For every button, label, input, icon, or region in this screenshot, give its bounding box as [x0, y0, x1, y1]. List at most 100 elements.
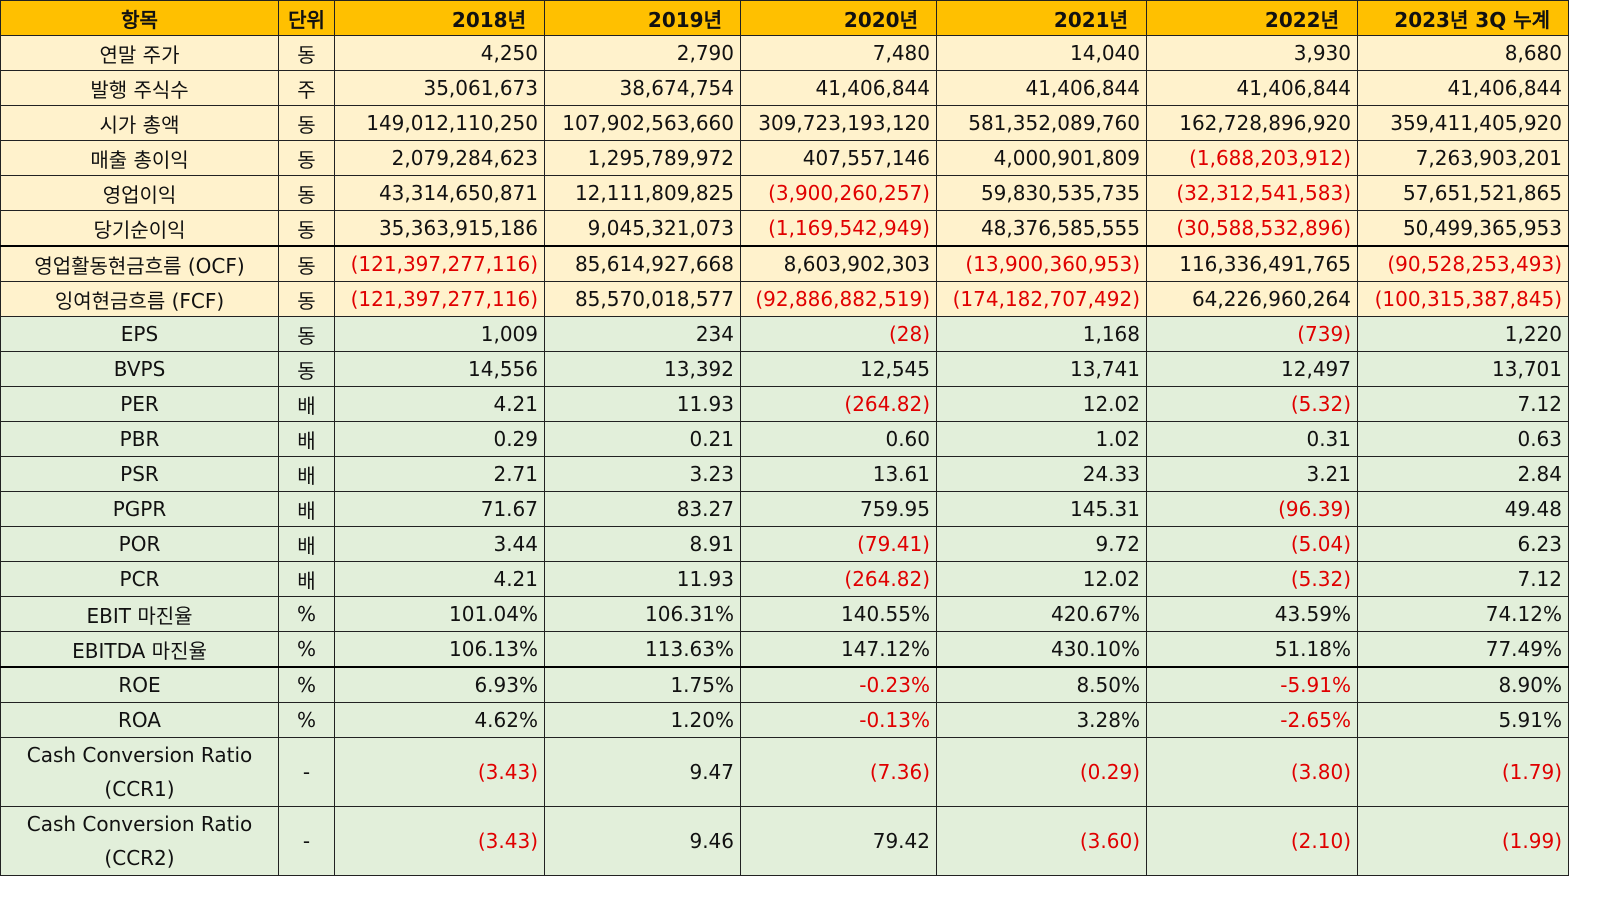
value-cell: 2.71	[334, 456, 545, 492]
table-row: BVPS 동 14,556 13,392 12,545 13,741 12,497 13,70…	[0, 351, 1569, 387]
row-label: Cash Conversion Ratio (CCR2)	[0, 806, 279, 876]
value-cell: 13,741	[936, 351, 1147, 387]
row-unit: -	[278, 806, 335, 876]
row-label: EBITDA 마진율	[0, 631, 279, 668]
value-cell: 14,040	[936, 35, 1147, 71]
value-cell: 145.31	[936, 491, 1147, 527]
header-year: 2019년	[544, 0, 741, 36]
row-unit: 동	[278, 140, 335, 176]
table-row: 영업이익 동 43,314,650,871 12,111,809,825 (3,900,…	[0, 175, 1569, 211]
value-cell: 8,603,902,303	[740, 245, 937, 282]
row-label: 발행 주식수	[0, 70, 279, 106]
value-cell: 101.04%	[334, 596, 545, 632]
row-label: 연말 주가	[0, 35, 279, 71]
value-cell: 1.20%	[544, 702, 741, 738]
value-cell: 4.62%	[334, 702, 545, 738]
value-cell: 420.67%	[936, 596, 1147, 632]
header-year: 2021년	[936, 0, 1147, 36]
row-label: PBR	[0, 421, 279, 457]
value-cell: (0.29)	[936, 737, 1147, 807]
value-cell: 8.90%	[1357, 666, 1569, 703]
value-cell: (1.79)	[1357, 737, 1569, 807]
value-cell: (90,528,253,493)	[1357, 245, 1569, 282]
value-cell: 12,111,809,825	[544, 175, 741, 211]
value-cell: 430.10%	[936, 631, 1147, 668]
value-cell: 309,723,193,120	[740, 105, 937, 141]
value-cell: 12.02	[936, 561, 1147, 597]
row-label: Cash Conversion Ratio (CCR1)	[0, 737, 279, 807]
value-cell: 6.23	[1357, 526, 1569, 562]
row-label: EPS	[0, 316, 279, 352]
value-cell: 407,557,146	[740, 140, 937, 176]
value-cell: 13,392	[544, 351, 741, 387]
value-cell: 11.93	[544, 561, 741, 597]
value-cell: 24.33	[936, 456, 1147, 492]
value-cell: 85,570,018,577	[544, 281, 741, 317]
value-cell: 74.12%	[1357, 596, 1569, 632]
value-cell: 79.42	[740, 806, 937, 876]
row-unit: 배	[278, 526, 335, 562]
value-cell: 140.55%	[740, 596, 937, 632]
value-cell: 581,352,089,760	[936, 105, 1147, 141]
value-cell: 14,556	[334, 351, 545, 387]
value-cell: (1.99)	[1357, 806, 1569, 876]
value-cell: 12,545	[740, 351, 937, 387]
row-unit: 주	[278, 70, 335, 106]
header-item: 항목	[0, 0, 279, 36]
value-cell: 83.27	[544, 491, 741, 527]
header-year: 2022년	[1146, 0, 1358, 36]
value-cell: (28)	[740, 316, 937, 352]
value-cell: 41,406,844	[1357, 70, 1569, 106]
header-year: 2020년	[740, 0, 937, 36]
value-cell: 8.50%	[936, 666, 1147, 703]
value-cell: 64,226,960,264	[1146, 281, 1358, 317]
value-cell: (174,182,707,492)	[936, 281, 1147, 317]
value-cell: 3,930	[1146, 35, 1358, 71]
value-cell: 3.23	[544, 456, 741, 492]
value-cell: (1,688,203,912)	[1146, 140, 1358, 176]
table-row: Cash Conversion Ratio (CCR1) - (3.43) 9.47(…	[0, 737, 1569, 807]
value-cell: 0.31	[1146, 421, 1358, 457]
row-unit: 배	[278, 421, 335, 457]
value-cell: 8.91	[544, 526, 741, 562]
table-row: ROE% 6.93% 1.75% -0.23% 8.50% -5.91% 8.90%	[0, 666, 1569, 703]
row-unit: 동	[278, 210, 335, 247]
row-label: PCR	[0, 561, 279, 597]
value-cell: (30,588,532,896)	[1146, 210, 1358, 247]
table-row: 시가 총액 동 149,012,110,250 107,902,563,660 309,…	[0, 105, 1569, 141]
value-cell: (79.41)	[740, 526, 937, 562]
header-unit: 단위	[278, 0, 335, 36]
value-cell: 147.12%	[740, 631, 937, 668]
row-unit: %	[278, 702, 335, 738]
value-cell: 49.48	[1357, 491, 1569, 527]
value-cell: 4.21	[334, 561, 545, 597]
row-unit: 동	[278, 105, 335, 141]
value-cell: (5.04)	[1146, 526, 1358, 562]
table-row: PCR 배 4.21 11.93 (264.82) 12.02 (5.32) 7.12	[0, 561, 1569, 597]
value-cell: 35,061,673	[334, 70, 545, 106]
row-label: PSR	[0, 456, 279, 492]
value-cell: 1,295,789,972	[544, 140, 741, 176]
value-cell: (92,886,882,519)	[740, 281, 937, 317]
value-cell: 3.21	[1146, 456, 1358, 492]
value-cell: 106.13%	[334, 631, 545, 668]
value-cell: 3.44	[334, 526, 545, 562]
value-cell: (32,312,541,583)	[1146, 175, 1358, 211]
row-label: EBIT 마진율	[0, 596, 279, 632]
value-cell: (121,397,277,116)	[334, 245, 545, 282]
value-cell: -0.23%	[740, 666, 937, 703]
value-cell: 11.93	[544, 386, 741, 422]
header-year: 2023년 3Q 누계	[1357, 0, 1569, 36]
row-label: 시가 총액	[0, 105, 279, 141]
row-unit: -	[278, 737, 335, 807]
value-cell: 71.67	[334, 491, 545, 527]
row-label: 영업이익	[0, 175, 279, 211]
value-cell: -2.65%	[1146, 702, 1358, 738]
value-cell: 1,009	[334, 316, 545, 352]
value-cell: 1.75%	[544, 666, 741, 703]
row-unit: 동	[278, 316, 335, 352]
row-unit: %	[278, 666, 335, 703]
value-cell: (3.43)	[334, 737, 545, 807]
value-cell: 4,000,901,809	[936, 140, 1147, 176]
value-cell: (5.32)	[1146, 561, 1358, 597]
